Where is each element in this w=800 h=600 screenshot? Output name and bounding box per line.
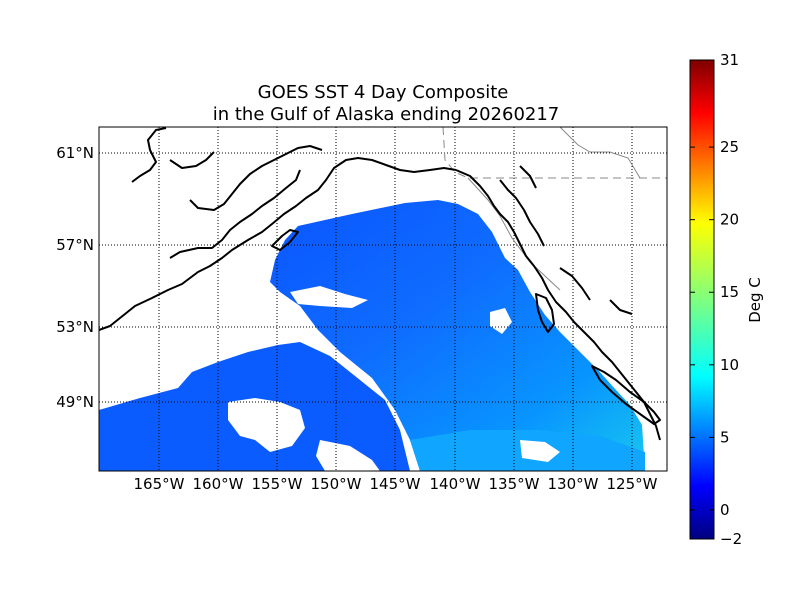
lat-label: 53°N <box>56 318 94 336</box>
title-line-2: in the Gulf of Alaska ending 20260217 <box>213 104 560 125</box>
coastline-inside-passage <box>455 169 661 441</box>
lat-label: 49°N <box>56 393 94 411</box>
coastline-bristol-bay <box>169 169 301 259</box>
lat-label: 57°N <box>56 236 94 254</box>
lon-label: 160°W <box>193 475 244 493</box>
sst-field <box>99 200 645 471</box>
colorbar-tick-label: 0 <box>720 501 730 519</box>
longitude-labels: 165°W 160°W 155°W 150°W 145°W 140°W 135°… <box>134 475 658 493</box>
lon-label: 135°W <box>489 475 540 493</box>
sst-region-gulf <box>270 200 645 471</box>
coastline-alaska-peninsula <box>99 157 457 331</box>
latitude-labels: 61°N 57°N 53°N 49°N <box>56 144 94 411</box>
cloud-gap <box>290 286 368 308</box>
map-frame <box>98 126 668 472</box>
colorbar-tick-label: 25 <box>720 138 739 156</box>
coastline-fjords <box>499 165 633 315</box>
coastline-kodiak <box>271 229 299 251</box>
coastline-western-alaska <box>131 127 323 211</box>
colorbar-ticks: 31 25 20 15 10 5 0 −2 <box>690 51 742 548</box>
lon-label: 165°W <box>134 475 185 493</box>
cloud-gap <box>316 440 380 471</box>
cloud-gap <box>520 440 560 462</box>
map-panel: 61°N 57°N 53°N 49°N 165°W 160°W 155°W 15… <box>56 126 668 493</box>
colorbar-tick-label: 5 <box>720 428 730 446</box>
graticule <box>99 127 667 471</box>
colorbar-tick-label: 20 <box>720 211 739 229</box>
lon-label: 155°W <box>252 475 303 493</box>
colorbar-tick-label: 10 <box>720 356 739 374</box>
lon-label: 145°W <box>370 475 421 493</box>
lon-label: 150°W <box>311 475 362 493</box>
cloud-gap <box>228 398 305 452</box>
colorbar: 31 25 20 15 10 5 0 −2 Deg C <box>689 51 764 548</box>
lat-label: 61°N <box>56 144 94 162</box>
colorbar-tick-label: 31 <box>720 51 739 69</box>
colorbar-gradient <box>689 59 715 540</box>
colorbar-tick-label: −2 <box>720 530 742 548</box>
lon-label: 125°W <box>607 475 658 493</box>
lon-label: 140°W <box>430 475 481 493</box>
colorbar-tick-label: 15 <box>720 283 739 301</box>
title-line-1: GOES SST 4 Day Composite <box>258 82 509 103</box>
coastline <box>99 127 661 441</box>
lon-label: 130°W <box>548 475 599 493</box>
coastline-bc-islands <box>535 293 661 425</box>
colorbar-label: Deg C <box>746 277 764 323</box>
